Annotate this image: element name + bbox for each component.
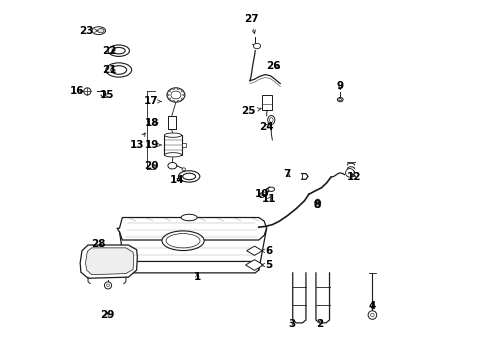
Ellipse shape (182, 168, 185, 171)
Ellipse shape (181, 214, 197, 221)
Text: 17: 17 (143, 96, 161, 107)
Ellipse shape (98, 28, 104, 33)
Ellipse shape (314, 199, 320, 207)
Ellipse shape (181, 98, 183, 99)
Ellipse shape (178, 171, 200, 182)
Text: 4: 4 (368, 301, 375, 311)
Ellipse shape (166, 94, 169, 96)
Text: 25: 25 (240, 107, 261, 116)
Ellipse shape (338, 99, 341, 101)
Text: 28: 28 (91, 239, 106, 249)
Polygon shape (117, 217, 266, 240)
Ellipse shape (267, 116, 274, 125)
Ellipse shape (177, 100, 179, 102)
Polygon shape (85, 248, 134, 275)
Text: 14: 14 (170, 175, 184, 185)
Text: 29: 29 (100, 310, 114, 320)
Circle shape (367, 311, 376, 319)
Ellipse shape (172, 88, 174, 90)
Polygon shape (80, 245, 137, 278)
Ellipse shape (177, 88, 179, 90)
Ellipse shape (108, 45, 129, 57)
Ellipse shape (106, 63, 131, 77)
Polygon shape (246, 246, 262, 255)
Text: 22: 22 (102, 46, 117, 56)
Polygon shape (245, 260, 263, 270)
Text: 27: 27 (244, 14, 259, 33)
Text: 26: 26 (266, 61, 281, 71)
Circle shape (345, 168, 353, 177)
Text: 12: 12 (346, 172, 361, 182)
Text: 5: 5 (261, 260, 272, 270)
Circle shape (83, 88, 91, 95)
Ellipse shape (181, 90, 183, 92)
Ellipse shape (168, 98, 170, 99)
Ellipse shape (166, 88, 184, 102)
Text: 20: 20 (143, 161, 158, 171)
Ellipse shape (267, 187, 274, 192)
Ellipse shape (269, 118, 272, 122)
Ellipse shape (164, 133, 181, 137)
Text: 6: 6 (261, 246, 272, 256)
Text: 15: 15 (100, 90, 114, 100)
Text: 11: 11 (262, 194, 276, 203)
Ellipse shape (162, 231, 203, 251)
Bar (181, 143, 185, 147)
Ellipse shape (166, 234, 200, 248)
Text: 7: 7 (283, 168, 290, 179)
Text: 19: 19 (144, 140, 161, 150)
Text: 2: 2 (315, 319, 323, 329)
Ellipse shape (172, 100, 174, 102)
Text: 9: 9 (336, 81, 343, 91)
Text: 10: 10 (254, 189, 268, 199)
Ellipse shape (112, 48, 125, 54)
Ellipse shape (167, 162, 177, 169)
Text: 16: 16 (70, 86, 84, 96)
Ellipse shape (183, 94, 184, 96)
Text: 8: 8 (312, 200, 320, 210)
Circle shape (370, 313, 373, 317)
Text: 13: 13 (129, 133, 145, 150)
Text: 18: 18 (144, 118, 159, 128)
Text: 3: 3 (287, 319, 295, 329)
Ellipse shape (111, 66, 126, 74)
Text: 24: 24 (259, 122, 273, 132)
Ellipse shape (253, 43, 260, 49)
Text: 1: 1 (193, 272, 201, 282)
Bar (164, 135, 181, 155)
Circle shape (106, 284, 109, 287)
Circle shape (104, 282, 111, 289)
Ellipse shape (337, 98, 343, 102)
Polygon shape (124, 261, 258, 273)
Ellipse shape (183, 173, 195, 180)
Ellipse shape (171, 91, 181, 99)
Ellipse shape (168, 90, 170, 92)
Bar (261, 95, 272, 111)
Ellipse shape (164, 153, 181, 157)
Bar (167, 116, 175, 129)
Ellipse shape (259, 194, 264, 198)
Text: 21: 21 (102, 65, 117, 75)
Text: 23: 23 (79, 26, 98, 36)
Ellipse shape (92, 27, 105, 35)
